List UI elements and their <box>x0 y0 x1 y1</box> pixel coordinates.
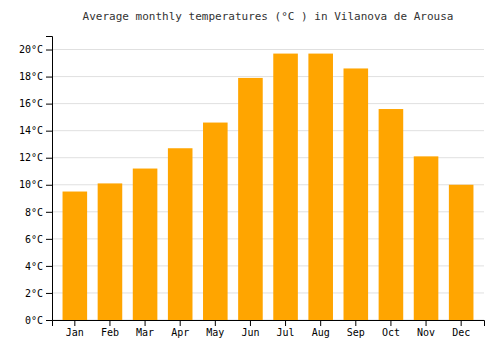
tick: Oct <box>382 320 400 338</box>
tick-label: Mar <box>136 327 154 338</box>
bar <box>379 109 404 320</box>
tick: Aug <box>312 320 330 338</box>
tick: 4°C <box>25 261 52 272</box>
tick-label: 14°C <box>19 125 43 136</box>
tick-mark <box>46 239 52 240</box>
tick-label: 2°C <box>25 288 43 299</box>
tick-mark <box>46 266 52 267</box>
tick: Apr <box>171 320 189 338</box>
tick-label: 4°C <box>25 261 43 272</box>
grid-line <box>52 49 484 50</box>
tick-mark <box>46 158 52 159</box>
tick: Nov <box>417 320 435 338</box>
tick-mark <box>145 320 146 326</box>
tick-label: Jul <box>277 327 295 338</box>
plot: 0°C 2°C 4°C 6°C 8°C 10°C 12°C 14°C 16°C 18°C 20°C J… <box>19 37 485 339</box>
tick-label: May <box>206 327 224 338</box>
tick: Jan <box>66 320 84 338</box>
bar <box>414 156 439 320</box>
bar <box>449 185 474 320</box>
tick-mark <box>46 212 52 213</box>
tick-mark <box>215 320 216 326</box>
tick: 18°C <box>19 71 52 82</box>
tick-label: 16°C <box>19 98 43 109</box>
tick: Dec <box>452 320 470 338</box>
tick-mark <box>46 293 52 294</box>
tick-mark <box>285 320 286 326</box>
tick-label: Jun <box>241 327 259 338</box>
tick-mark <box>46 131 52 132</box>
tick: 8°C <box>25 207 52 218</box>
tick-mark <box>426 320 427 326</box>
tick-label: 18°C <box>19 71 43 82</box>
x-axis: Jan Feb Mar Apr May Jun Jul Aug Sep Oct Nov Dec <box>53 320 485 338</box>
tick-mark <box>355 320 356 326</box>
tick: Feb <box>101 320 119 338</box>
tick-label: 10°C <box>19 179 43 190</box>
bar <box>63 192 88 320</box>
axis-line <box>53 321 485 327</box>
tick-label: Nov <box>417 327 435 338</box>
bar <box>273 54 298 320</box>
tick: Jul <box>277 320 295 338</box>
tick: 2°C <box>25 288 52 299</box>
grid-line <box>52 76 484 77</box>
tick-label: 8°C <box>25 207 43 218</box>
tick: 6°C <box>25 234 52 245</box>
tick-mark <box>46 104 52 105</box>
tick-mark <box>390 320 391 326</box>
tick: 0°C <box>25 315 52 326</box>
tick-label: 6°C <box>25 234 43 245</box>
grid-line <box>52 103 484 104</box>
tick-label: Oct <box>382 327 400 338</box>
tick: Jun <box>241 320 259 338</box>
bar <box>203 123 228 320</box>
tick: 14°C <box>19 125 52 136</box>
tick-mark <box>46 77 52 78</box>
tick-mark <box>46 320 52 321</box>
tick: 20°C <box>19 44 52 55</box>
title: Average monthly temperatures (°C ) in Vi… <box>83 10 454 23</box>
tick: Sep <box>347 320 365 338</box>
tick: 10°C <box>19 179 52 190</box>
tick: 12°C <box>19 152 52 163</box>
bars <box>63 54 474 320</box>
bar <box>344 68 369 320</box>
tick-mark <box>46 185 52 186</box>
bar <box>98 183 123 320</box>
tick-label: 0°C <box>25 315 43 326</box>
tick-label: 12°C <box>19 152 43 163</box>
tick-label: Aug <box>312 327 330 338</box>
tick-mark <box>320 320 321 326</box>
tick-mark <box>461 320 462 326</box>
tick-label: Sep <box>347 327 365 338</box>
tick-mark <box>250 320 251 326</box>
bar <box>238 78 263 320</box>
tick-mark <box>46 50 52 51</box>
tick: May <box>206 320 224 338</box>
tick-label: Feb <box>101 327 119 338</box>
tick-mark <box>74 320 75 326</box>
tick-label: Dec <box>452 327 470 338</box>
tick-label: Jan <box>66 327 84 338</box>
tick: Mar <box>136 320 154 338</box>
y-axis: 0°C 2°C 4°C 6°C 8°C 10°C 12°C 14°C 16°C 18°C 20°C <box>19 37 53 326</box>
bar <box>168 148 193 320</box>
bar <box>308 54 333 320</box>
tick-label: 20°C <box>19 44 43 55</box>
tick: 16°C <box>19 98 52 109</box>
chart: 0°C 2°C 4°C 6°C 8°C 10°C 12°C 14°C 16°C 18°C 20°C J… <box>0 0 500 350</box>
grid <box>52 50 484 320</box>
tick-mark <box>180 320 181 326</box>
axis-line <box>46 37 53 321</box>
tick-label: Apr <box>171 327 189 338</box>
bar <box>133 169 158 320</box>
grid-line <box>52 130 484 131</box>
tick-mark <box>109 320 110 326</box>
